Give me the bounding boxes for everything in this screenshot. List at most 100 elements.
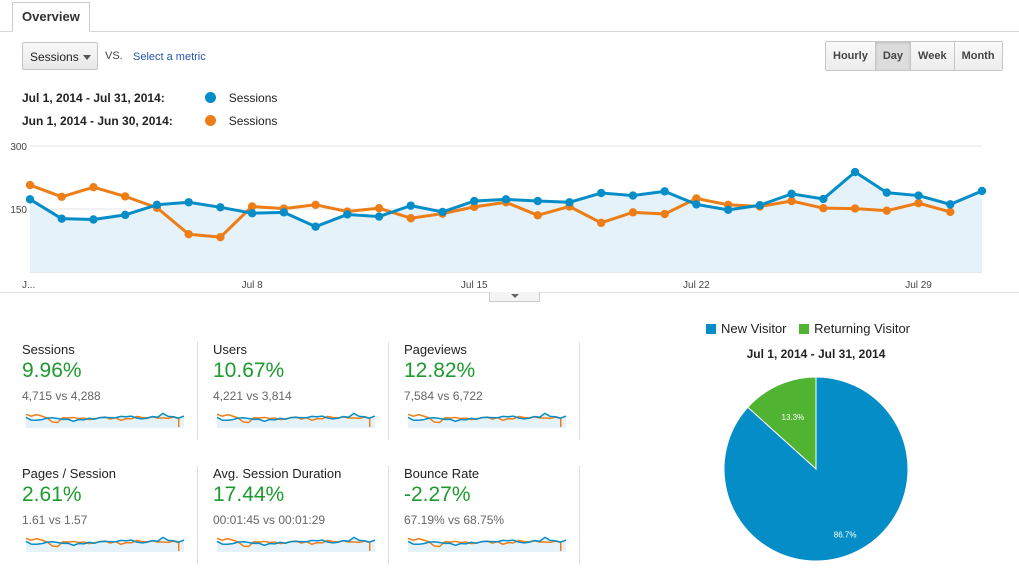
legend-previous-series: Sessions (228, 114, 278, 128)
scorecard-users[interactable]: Users 10.67% 4,221 vs 3,814 (213, 342, 389, 440)
current-data-point (89, 215, 98, 224)
x-tick-label: Jul 8 (242, 280, 264, 291)
scorecard-name: Pages / Session (22, 466, 116, 481)
scorecard-name: Users (213, 342, 247, 357)
sparkline (407, 412, 567, 428)
previous-data-point (247, 202, 257, 211)
current-data-point (787, 189, 796, 199)
sparkline-area (408, 413, 566, 428)
scorecard-pageviews[interactable]: Pageviews 12.82% 7,584 vs 6,722 (404, 342, 580, 440)
current-data-point (977, 186, 987, 196)
y-tick-label: 150 (10, 205, 27, 216)
sparkline-current (216, 536, 376, 547)
previous-data-point (57, 192, 66, 202)
day-button[interactable]: Day (874, 42, 911, 70)
scorecard-name: Bounce Rate (404, 466, 480, 481)
legend-previous-range: Jun 1, 2014 - Jun 30, 2014: (22, 114, 173, 128)
previous-data-point (406, 214, 415, 223)
scorecard-values: 4,715 vs 4,288 (22, 389, 101, 403)
week-button[interactable]: Week (910, 42, 954, 70)
x-tick-label: J... (22, 280, 35, 291)
previous-data-point (597, 218, 606, 228)
current-data-point (374, 212, 384, 221)
sparkline-current (407, 536, 567, 547)
pie-legend: New Visitor Returning Visitor (706, 321, 910, 336)
current-data-point (723, 205, 733, 215)
sessions-line-chart: 150 300 J... Jul 8 Jul 15 Jul 22 Jul 29 (10, 142, 987, 291)
x-tick-label: Jul 29 (905, 280, 932, 291)
vs-label: VS. (105, 50, 123, 62)
current-data-point (184, 198, 193, 207)
scorecard-name: Avg. Session Duration (213, 466, 342, 481)
scorecard-change: -2.27% (404, 483, 471, 506)
current-data-point (343, 210, 352, 219)
metric-select-value: Sessions (30, 50, 79, 64)
current-data-point (755, 201, 765, 210)
scorecard-values: 7,584 vs 6,722 (404, 389, 483, 403)
pie-legend-new[interactable]: New Visitor (721, 321, 787, 336)
sparkline-area (408, 537, 566, 552)
current-data-point (501, 195, 511, 204)
hourly-button[interactable]: Hourly (826, 42, 875, 70)
scorecard-name: Sessions (22, 342, 75, 357)
current-data-point (279, 208, 289, 217)
current-data-point (819, 194, 828, 204)
previous-data-point (660, 209, 669, 219)
metric-select[interactable]: Sessions (22, 42, 98, 70)
sparkline-current (25, 536, 185, 547)
visitor-type-pie-chart: 13.3% 86.7% (723, 376, 909, 562)
current-data-point (565, 198, 574, 207)
sparkline-area (26, 413, 184, 428)
scorecard-values: 67.19% vs 68.75% (404, 513, 505, 527)
tab-bar: Overview (0, 0, 1019, 32)
returning-visitor-swatch (799, 324, 810, 334)
scorecard-avg-session-duration[interactable]: Avg. Session Duration 17.44% 00:01:45 vs… (213, 466, 389, 564)
scorecard-sessions[interactable]: Sessions 9.96% 4,715 vs 4,288 (22, 342, 198, 440)
previous-data-point (311, 200, 320, 209)
previous-data-point (628, 208, 638, 217)
sparkline-area (26, 537, 184, 552)
sparkline-current (25, 412, 185, 423)
scorecard-bounce-rate[interactable]: Bounce Rate -2.27% 67.19% vs 68.75% (404, 466, 580, 564)
previous-data-point (121, 192, 130, 201)
x-tick-label: Jul 22 (683, 280, 710, 291)
scorecard-change: 10.67% (213, 359, 285, 382)
scorecard-values: 00:01:45 vs 00:01:29 (213, 513, 326, 527)
sparkline-current (216, 412, 376, 423)
current-data-point (850, 167, 860, 177)
scorecard-pages-per-session[interactable]: Pages / Session 2.61% 1.61 vs 1.57 (22, 466, 198, 564)
sparkline (216, 412, 376, 428)
previous-data-point (374, 203, 384, 213)
y-tick-label: 300 (10, 142, 27, 153)
current-data-point (247, 209, 257, 218)
current-data-point (121, 210, 130, 220)
previous-series-line (29, 183, 951, 239)
legend-current-series: Sessions (228, 91, 278, 105)
select-metric-link[interactable]: Select a metric (133, 51, 206, 63)
sparkline (25, 412, 185, 428)
current-data-point (692, 200, 701, 209)
chart-collapse-handle[interactable] (489, 292, 540, 302)
current-data-point (882, 188, 891, 197)
sparkline-current (407, 412, 567, 423)
current-data-point (597, 188, 606, 198)
pie-legend-returning[interactable]: Returning Visitor (814, 321, 911, 336)
scorecard-change: 2.61% (22, 483, 82, 506)
previous-data-point (850, 204, 860, 213)
x-tick-label: Jul 15 (461, 280, 488, 291)
tab-overview[interactable]: Overview (12, 2, 90, 32)
legend-previous: Jun 1, 2014 - Jun 30, 2014: Sessions (22, 113, 277, 129)
month-button[interactable]: Month (953, 42, 1002, 70)
previous-data-point (470, 202, 479, 212)
previous-data-point (89, 182, 98, 192)
scorecard-values: 4,221 vs 3,814 (213, 389, 292, 403)
legend-current-marker (205, 92, 217, 103)
current-data-point (438, 207, 447, 217)
scorecard-change: 9.96% (22, 359, 82, 382)
pie-title: Jul 1, 2014 - Jul 31, 2014 (746, 347, 886, 361)
current-data-point (57, 214, 66, 223)
sparkline (216, 536, 376, 552)
pie-slice-label: 13.3% (782, 413, 805, 422)
previous-data-point (946, 207, 955, 217)
previous-data-point (184, 230, 193, 239)
